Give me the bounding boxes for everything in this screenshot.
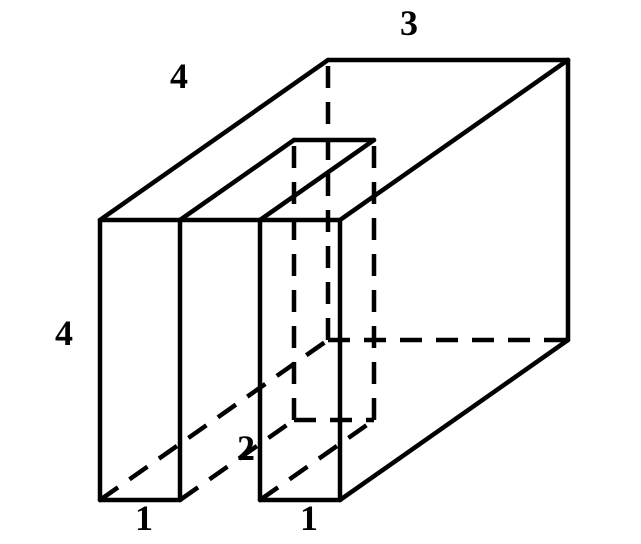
dim-label-notch-depth-2: 2 [237,428,255,468]
dim-label-left-height-4: 4 [55,313,73,353]
dim-label-top-width-3: 3 [400,3,418,43]
dim-label-top-depth-4: 4 [170,56,188,96]
prism-diagram: 4 3 4 2 1 1 [0,0,641,544]
dim-label-bottom-right-1: 1 [300,498,318,538]
dim-label-bottom-left-1: 1 [135,498,153,538]
